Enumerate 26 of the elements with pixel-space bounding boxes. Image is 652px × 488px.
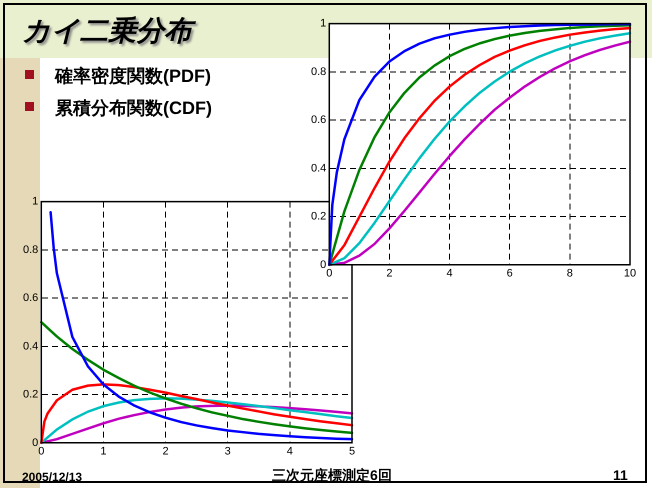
y-tick-label: 0.4 (22, 340, 38, 352)
text: 11 (613, 467, 628, 483)
y-tick-label: 0.2 (310, 210, 326, 223)
x-tick-label: 1 (100, 445, 106, 458)
y-tick-label: 0.2 (22, 388, 38, 401)
y-tick-label: 0.6 (310, 114, 326, 126)
x-tick-label: 4 (446, 267, 453, 280)
y-tick-label: 0.4 (310, 162, 326, 174)
x-tick-label: 2 (386, 267, 392, 280)
y-tick-label: 1 (32, 196, 38, 208)
y-tick-label: 1 (320, 18, 326, 30)
text: 累積分布関数(CDF) (55, 97, 212, 120)
x-tick-label: 2 (162, 445, 169, 458)
y-tick-label: 0.8 (22, 244, 38, 256)
x-tick-label: 4 (286, 445, 293, 458)
y-tick-label: 0 (32, 436, 38, 449)
y-tick-label: 0.8 (310, 66, 326, 78)
x-tick-label: 10 (624, 267, 636, 280)
text: 2005/12/13 (22, 470, 82, 484)
text: 確率密度関数(PDF) (55, 65, 211, 88)
x-tick-label: 3 (224, 445, 231, 458)
x-tick-label: 5 (348, 445, 356, 458)
x-tick-label: 8 (566, 267, 573, 280)
y-tick-label: 0.6 (22, 292, 38, 304)
y-tick-label: 0 (320, 258, 326, 271)
x-tick-label: 6 (506, 267, 513, 280)
